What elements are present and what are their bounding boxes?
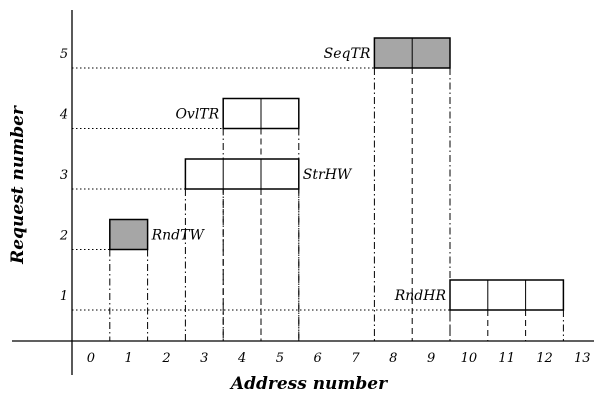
- request-boxes: RndHR RndTW StrHW OvlTR SeqTR: [109, 37, 565, 311]
- x-axis-title: Address number: [229, 374, 388, 394]
- x-tick-label: 9: [427, 351, 435, 366]
- x-tick-label: 8: [389, 351, 397, 366]
- x-tick-label: 5: [276, 351, 284, 366]
- x-tick-label: 1: [125, 351, 133, 366]
- request-box-3: StrHW: [184, 158, 353, 190]
- x-tick-label: 12: [536, 351, 553, 366]
- request-box-4: OvlTR: [175, 97, 300, 130]
- request-label-1: RndHR: [394, 288, 447, 304]
- x-tick-label: 7: [351, 351, 360, 366]
- request-box-frame: [184, 158, 300, 190]
- y-tick-label: 1: [60, 289, 68, 304]
- guide-lines: [72, 67, 564, 341]
- y-tick-labels: 1 2 3 4 5: [59, 47, 68, 304]
- y-tick-label: 2: [59, 229, 68, 244]
- y-tick-label: 5: [60, 47, 68, 62]
- request-box-2: RndTW: [109, 218, 206, 251]
- x-tick-label: 0: [87, 351, 95, 366]
- x-tick-label: 2: [161, 351, 170, 366]
- request-box-frame: [109, 218, 149, 251]
- x-tick-labels: 0 1 2 3 4 5 6 7 8 9 10 11 12 13: [87, 351, 591, 366]
- y-tick-label: 3: [60, 168, 68, 183]
- request-box-1: RndHR: [394, 279, 565, 311]
- request-label-2: RndTW: [151, 228, 206, 244]
- request-label-5: SeqTR: [324, 46, 371, 62]
- x-tick-label: 11: [498, 351, 515, 366]
- axes: [12, 10, 594, 375]
- x-tick-label: 4: [237, 351, 246, 366]
- request-box-5: SeqTR: [324, 37, 451, 69]
- x-tick-label: 6: [314, 351, 322, 366]
- x-tick-label: 13: [574, 351, 591, 366]
- x-tick-label: 10: [461, 351, 478, 366]
- x-tick-label: 3: [200, 351, 208, 366]
- y-axis-title: Request number: [8, 105, 28, 265]
- y-tick-label: 4: [59, 108, 68, 123]
- request-label-3: StrHW: [303, 167, 353, 183]
- request-label-4: OvlTR: [175, 107, 219, 123]
- request-box-frame: [449, 279, 565, 311]
